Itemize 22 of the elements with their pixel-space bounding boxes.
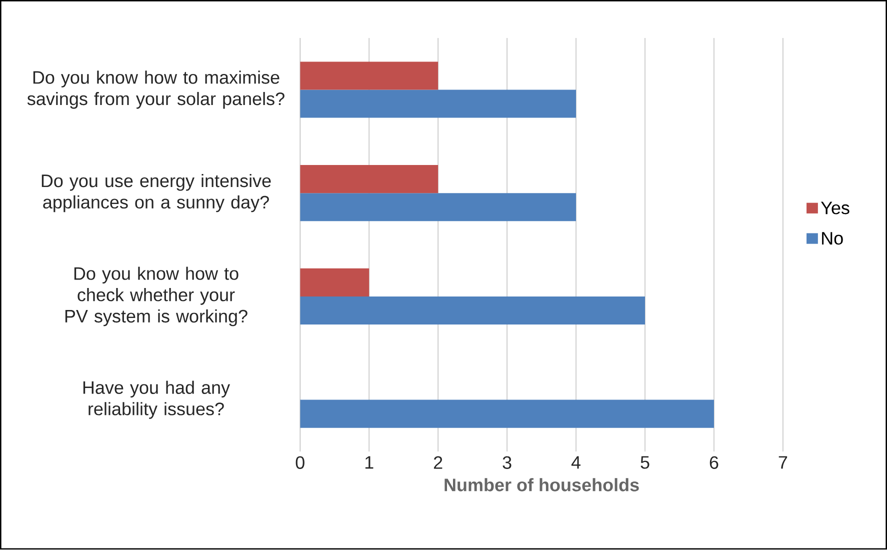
y-tick-label: Do you know how to maximise savings from your solar panels? — [27, 70, 284, 109]
y-tick-label: Have you had any reliability issues? — [83, 380, 230, 420]
x-tick-label: 0 — [296, 456, 304, 470]
x-tick-label: 6 — [710, 456, 718, 470]
bar — [300, 193, 576, 222]
y-tick-label: Do you use energy intensive appliances on a sunny day? — [42, 174, 271, 212]
bar — [300, 62, 438, 90]
x-tick-label: 1 — [365, 456, 374, 469]
x-tick-label: 5 — [640, 456, 650, 469]
bar — [300, 165, 438, 194]
legend-label: No — [822, 232, 843, 245]
bar — [300, 268, 370, 297]
bar — [300, 90, 576, 118]
x-tick-label: 3 — [502, 456, 512, 470]
bar — [300, 400, 714, 428]
x-tick-label: 7 — [778, 456, 788, 469]
x-tick-label: 2 — [434, 456, 442, 470]
x-tick-label: 4 — [571, 456, 581, 469]
x-axis-title: Number of households — [444, 478, 639, 492]
legend-label: Yes — [820, 202, 850, 214]
bar — [300, 296, 645, 325]
y-tick-label: Do you know how to check whether your PV system is working? — [65, 266, 248, 326]
